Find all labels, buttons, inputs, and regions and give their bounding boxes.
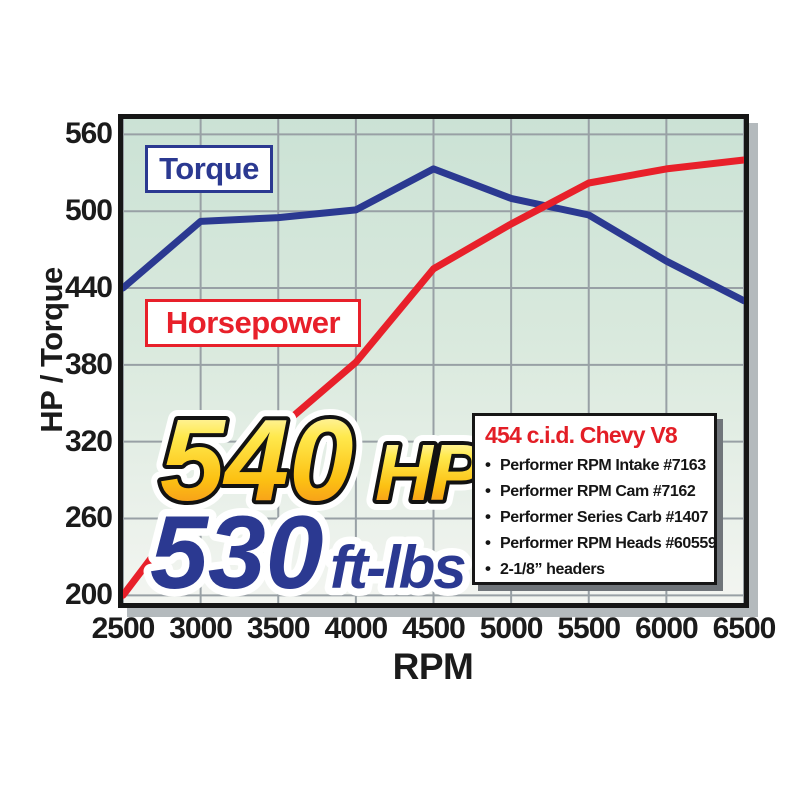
y-tick-label: 440 xyxy=(64,271,113,305)
bullet-icon: • xyxy=(485,481,491,500)
engine-spec-item: • Performer RPM Intake #7163 xyxy=(485,452,706,478)
torque-curve xyxy=(123,165,744,305)
y-tick-label: 320 xyxy=(64,424,113,458)
engine-spec-item-text: Performer RPM Cam #7162 xyxy=(500,483,696,500)
y-tick-label: 380 xyxy=(64,347,113,381)
engine-spec-title: 454 c.i.d. Chevy V8 xyxy=(485,422,678,448)
x-tick-label: 5000 xyxy=(479,612,544,645)
x-tick-label: 6000 xyxy=(635,612,699,645)
engine-spec-item: • Performer Series Carb #1407 xyxy=(485,504,708,530)
x-tick-label: 4000 xyxy=(324,612,389,645)
bullet-icon: • xyxy=(485,559,491,578)
x-tick-label: 6500 xyxy=(712,612,777,645)
y-tick-label: 500 xyxy=(64,194,113,228)
engine-spec-item-text: Performer RPM Heads #60559 xyxy=(500,535,717,552)
plot-area: Torque Horsepower 540 HP 540 HP 530 xyxy=(118,114,749,608)
engine-spec-item-text: 2-1/8” headers xyxy=(500,561,605,578)
x-tick-label: 3000 xyxy=(169,612,233,645)
horsepower-series-label-text: Horsepower xyxy=(165,305,341,340)
y-tick-label: 260 xyxy=(64,501,113,535)
x-tick-label: 2500 xyxy=(91,612,156,645)
torque-series-label: Torque xyxy=(145,145,273,193)
x-tick-label: 3500 xyxy=(246,612,311,645)
y-tick-label: 200 xyxy=(64,578,113,612)
engine-spec-item: • 2-1/8” headers xyxy=(485,556,706,582)
horsepower-curve xyxy=(123,156,744,599)
engine-spec-item: • Performer RPM Cam #7162 xyxy=(485,478,706,504)
engine-spec-list: • Performer RPM Intake #7163 • Performer RP… xyxy=(485,452,717,582)
bullet-icon: • xyxy=(485,507,491,526)
x-axis-title: RPM xyxy=(392,646,474,687)
bullet-icon: • xyxy=(485,455,491,474)
engine-spec-item: • Performer RPM Heads #60559 xyxy=(485,530,717,556)
engine-spec-box: 454 c.i.d. Chevy V8 • Performer RPM Intak… xyxy=(472,413,717,585)
x-tick-label: 5500 xyxy=(557,612,621,645)
horsepower-series-label: Horsepower xyxy=(145,299,361,347)
torque-series-label-text: Torque xyxy=(159,151,259,186)
chart-canvas xyxy=(123,119,744,603)
x-tick-label: 4500 xyxy=(402,612,466,645)
bullet-icon: • xyxy=(485,533,491,552)
y-tick-label: 560 xyxy=(64,117,113,151)
engine-spec-item-text: Performer Series Carb #1407 xyxy=(500,509,708,526)
engine-spec-item-text: Performer RPM Intake #7163 xyxy=(500,457,706,474)
